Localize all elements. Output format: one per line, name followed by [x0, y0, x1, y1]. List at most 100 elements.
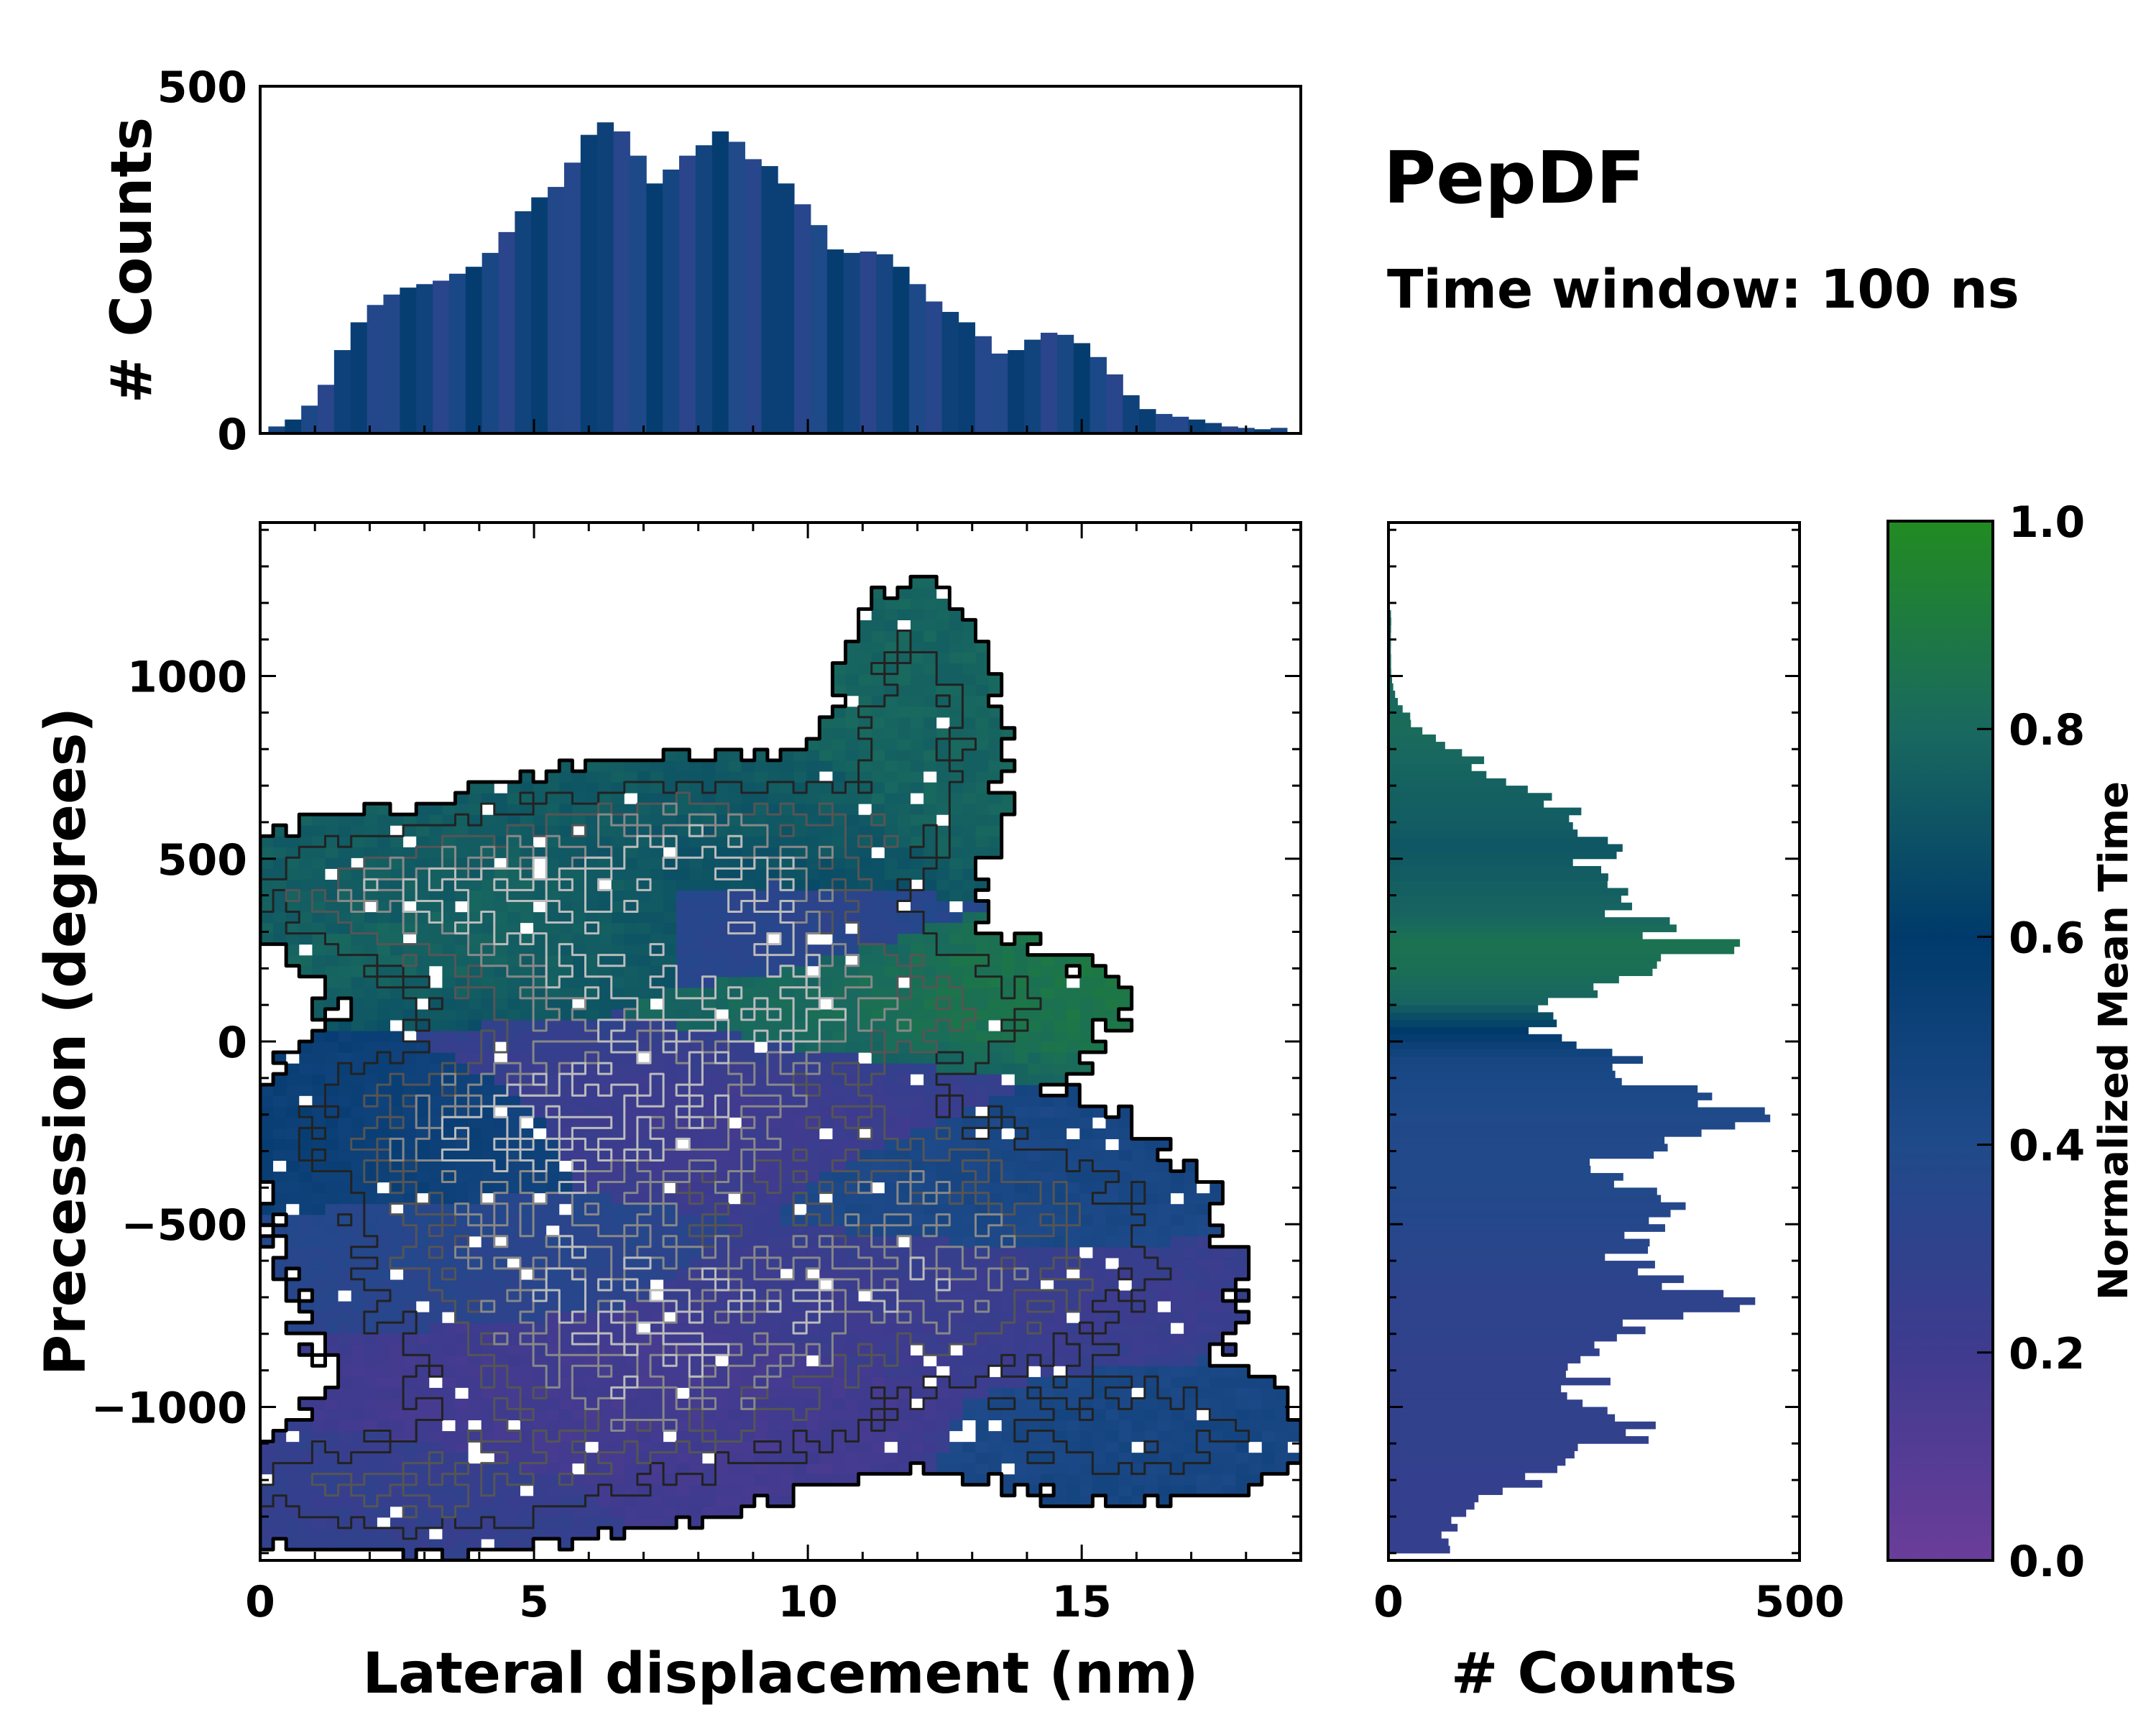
heatmap-cell	[793, 1085, 807, 1096]
heatmap-cell	[442, 1409, 456, 1421]
heatmap-cell	[416, 1192, 430, 1205]
heatmap-cell	[858, 825, 872, 837]
heatmap-cell	[455, 1527, 469, 1540]
heatmap-cell	[793, 944, 807, 956]
heatmap-cell	[481, 1312, 495, 1323]
heatmap-cell	[429, 1398, 443, 1410]
heatmap-cell	[520, 1225, 534, 1237]
heatmap-cell	[1001, 954, 1015, 967]
heatmap-cell	[286, 1527, 300, 1540]
heatmap-cell	[793, 901, 807, 913]
heatmap-cell	[819, 804, 833, 815]
heatmap-cell	[507, 1506, 521, 1518]
heatmap-cell	[403, 1344, 417, 1356]
heatmap-cell	[949, 1430, 963, 1443]
heatmap-cell	[351, 954, 365, 967]
heatmap-cell	[637, 1106, 651, 1118]
heatmap-cell	[702, 998, 717, 1010]
heatmap-cell	[572, 1376, 586, 1388]
heatmap-cell	[312, 1420, 326, 1432]
heatmap-cell	[481, 836, 495, 847]
heatmap-cell	[663, 1376, 677, 1388]
right-histogram-bar	[1388, 1305, 1740, 1312]
heatmap-cell	[884, 1095, 898, 1107]
heatmap-cell	[1118, 1463, 1133, 1475]
heatmap-cell	[715, 836, 729, 847]
heatmap-cell	[442, 1355, 456, 1366]
heatmap-cell	[585, 1366, 599, 1377]
heatmap-cell	[715, 1214, 729, 1226]
heatmap-cell	[884, 944, 898, 956]
heatmap-cell	[871, 1171, 885, 1183]
heatmap-cell	[572, 770, 586, 783]
heatmap-cell	[468, 782, 482, 794]
right-histogram-bar	[1388, 1428, 1626, 1437]
heatmap-cell	[728, 804, 742, 815]
heatmap-cell	[338, 1506, 352, 1518]
heatmap-cell	[585, 922, 599, 934]
heatmap-cell	[663, 1398, 677, 1410]
heatmap-cell	[1014, 1420, 1028, 1432]
heatmap-cell	[949, 976, 963, 988]
heatmap-cell	[936, 1246, 950, 1259]
heatmap-cell	[468, 1074, 482, 1085]
heatmap-cell	[845, 933, 860, 945]
heatmap-cell	[1054, 1063, 1067, 1075]
heatmap-cell	[767, 760, 781, 772]
heatmap-cell	[897, 738, 911, 750]
heatmap-cell	[1054, 1301, 1067, 1312]
heatmap-cell	[988, 717, 1003, 729]
heatmap-cell	[416, 1149, 430, 1162]
heatmap-cell	[377, 847, 391, 858]
heatmap-cell	[377, 911, 391, 924]
heatmap-cell	[1014, 1019, 1028, 1031]
heatmap-cell	[507, 1106, 521, 1118]
heatmap-cell	[897, 1149, 911, 1162]
heatmap-cell	[1014, 1452, 1028, 1464]
heatmap-cell	[364, 1484, 378, 1496]
heatmap-cell	[767, 998, 781, 1010]
heatmap-cell	[1001, 1182, 1015, 1194]
heatmap-cell	[624, 1322, 638, 1334]
heatmap-cell	[312, 1257, 326, 1269]
heatmap-cell	[325, 976, 339, 988]
heatmap-cell	[533, 1117, 547, 1128]
heatmap-cell	[481, 1041, 495, 1053]
heatmap-cell	[533, 1008, 547, 1021]
heatmap-cell	[507, 987, 521, 999]
heatmap-cell	[338, 1366, 352, 1377]
heatmap-cell	[507, 1484, 521, 1496]
heatmap-cell	[273, 1074, 287, 1085]
heatmap-cell	[494, 1289, 508, 1302]
heatmap-cell	[468, 1322, 482, 1334]
heatmap-cell	[949, 630, 963, 643]
heatmap-cell	[377, 1344, 391, 1356]
heatmap-cell	[728, 1019, 742, 1031]
heatmap-cell	[468, 1041, 482, 1053]
heatmap-cell	[533, 890, 547, 902]
heatmap-cell	[1079, 1041, 1093, 1053]
heatmap-cell	[377, 1441, 391, 1453]
heatmap-cell	[832, 976, 847, 988]
heatmap-cell	[1235, 1312, 1250, 1323]
heatmap-cell	[832, 1052, 847, 1064]
heatmap-cell	[325, 1063, 339, 1075]
heatmap-cell	[663, 749, 677, 761]
heatmap-cell	[936, 1192, 950, 1205]
heatmap-cell	[364, 1171, 378, 1183]
heatmap-cell	[364, 1106, 378, 1118]
heatmap-cell	[911, 868, 924, 880]
heatmap-cell	[1001, 1452, 1015, 1464]
heatmap-cell	[611, 1279, 625, 1291]
heatmap-cell	[1054, 1344, 1067, 1356]
heatmap-cell	[1197, 1463, 1210, 1475]
heatmap-cell	[936, 1106, 950, 1118]
heatmap-cell	[403, 1549, 417, 1560]
heatmap-cell	[377, 1376, 391, 1388]
heatmap-cell	[1014, 1095, 1028, 1107]
heatmap-cell	[911, 695, 924, 707]
heatmap-cell	[468, 1506, 482, 1518]
heatmap-cell	[1027, 1128, 1041, 1139]
heatmap-cell	[949, 782, 963, 794]
heatmap-cell	[858, 965, 872, 978]
